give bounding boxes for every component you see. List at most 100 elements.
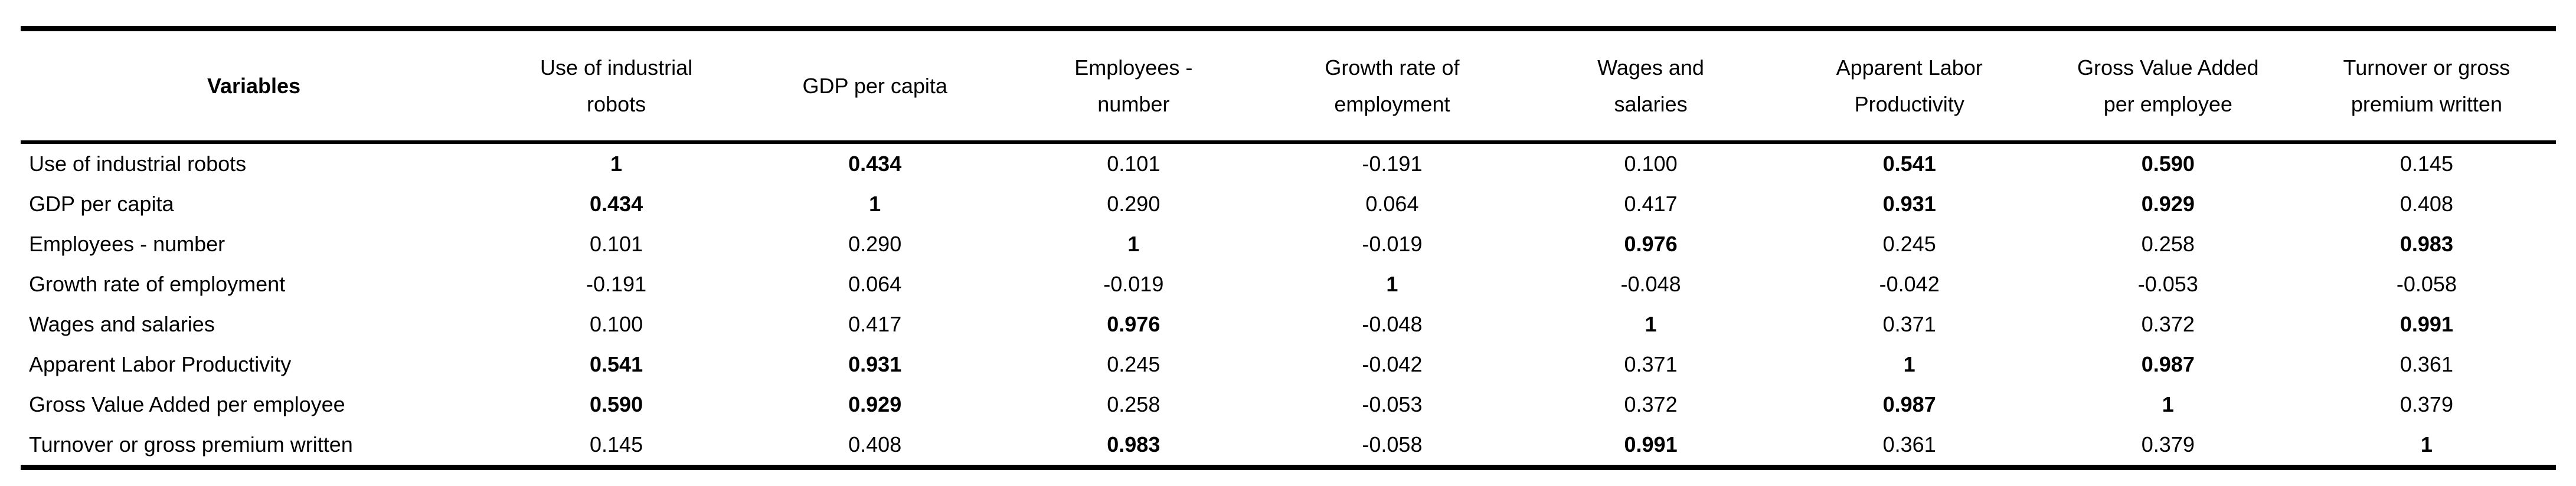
- correlation-cell: 0.145: [2400, 152, 2453, 176]
- correlation-cell: 0.361: [1882, 432, 1936, 457]
- correlation-cell: 0.101: [590, 232, 643, 256]
- correlation-cell: -0.048: [1362, 312, 1423, 336]
- correlation-cell: 1: [610, 152, 623, 176]
- correlation-cell: 0.991: [1624, 432, 1678, 457]
- correlation-cell: 1: [869, 192, 881, 216]
- correlation-cell: 0.145: [590, 432, 643, 457]
- column-header-wages-and-salaries: Wages and salaries: [1521, 28, 1780, 144]
- header-line: Use of industrial: [540, 55, 693, 80]
- correlation-cell: 0.590: [590, 392, 643, 416]
- header-line: Gross Value Added: [2077, 55, 2259, 80]
- header-line: premium written: [2351, 91, 2502, 116]
- correlation-cell: 1: [2420, 432, 2433, 457]
- header-line: GDP per capita: [802, 73, 947, 98]
- correlation-cell: 0.434: [590, 192, 643, 216]
- column-header-apparent-labor-productivity: Apparent Labor Productivity: [1780, 28, 2039, 144]
- correlation-table: Variables Use of industrial robots GDP p…: [21, 26, 2556, 470]
- row-label: Use of industrial robots: [29, 152, 247, 176]
- row-label: Wages and salaries: [29, 312, 215, 336]
- correlation-cell: -0.058: [2396, 272, 2457, 296]
- correlation-cell: 0.258: [1107, 392, 1160, 416]
- correlation-cell: 0.590: [2141, 152, 2195, 176]
- correlation-cell: 0.290: [848, 232, 902, 256]
- header-line: robots: [587, 91, 646, 116]
- header-line: per employee: [2103, 91, 2232, 116]
- table-row: Growth rate of employment -0.191 0.064 -…: [21, 264, 2556, 304]
- correlation-cell: 1: [1903, 352, 1915, 376]
- correlation-cell: 0.417: [1624, 192, 1678, 216]
- correlation-cell: 0.987: [2141, 352, 2195, 376]
- correlation-cell: 0.245: [1107, 352, 1160, 376]
- correlation-cell: 0.931: [848, 352, 902, 376]
- correlation-cell: -0.191: [1362, 152, 1423, 176]
- correlation-cell: 0.372: [2141, 312, 2195, 336]
- row-label: Apparent Labor Productivity: [29, 352, 292, 376]
- table-row: Turnover or gross premium written 0.145 …: [21, 425, 2556, 468]
- correlation-cell: -0.053: [1362, 392, 1423, 416]
- correlation-cell: 0.100: [590, 312, 643, 336]
- correlation-cell: 0.379: [2141, 432, 2195, 457]
- table-row: Apparent Labor Productivity 0.541 0.931 …: [21, 344, 2556, 385]
- header-line: Apparent Labor: [1836, 55, 1983, 80]
- correlation-cell: 1: [1127, 232, 1140, 256]
- header-line: Growth rate of: [1325, 55, 1460, 80]
- correlation-cell: 0.258: [2141, 232, 2195, 256]
- correlation-cell: -0.042: [1879, 272, 1940, 296]
- header-line: Turnover or gross: [2343, 55, 2510, 80]
- correlation-cell: 0.064: [848, 272, 902, 296]
- correlation-cell: 0.929: [848, 392, 902, 416]
- correlation-cell: 0.379: [2400, 392, 2453, 416]
- table-row: Wages and salaries 0.100 0.417 0.976 -0.…: [21, 304, 2556, 344]
- column-header-turnover-or-gross-premium-written: Turnover or gross premium written: [2297, 28, 2556, 144]
- row-label: Turnover or gross premium written: [29, 432, 353, 457]
- row-label: Gross Value Added per employee: [29, 392, 345, 416]
- correlation-cell: 1: [1645, 312, 1657, 336]
- correlation-cell: 0.408: [2400, 192, 2453, 216]
- table-row: Employees - number 0.101 0.290 1 -0.019 …: [21, 224, 2556, 264]
- correlation-cell: -0.053: [2137, 272, 2198, 296]
- correlation-cell: 0.976: [1107, 312, 1160, 336]
- correlation-cell: -0.019: [1103, 272, 1164, 296]
- column-header-gross-value-added-per-employee: Gross Value Added per employee: [2038, 28, 2297, 144]
- table-row: Gross Value Added per employee 0.590 0.9…: [21, 385, 2556, 425]
- header-line: number: [1097, 91, 1170, 116]
- correlation-cell: -0.019: [1362, 232, 1423, 256]
- correlation-cell: -0.191: [586, 272, 647, 296]
- correlation-cell: 0.991: [2400, 312, 2453, 336]
- row-label: Growth rate of employment: [29, 272, 286, 296]
- correlation-cell: 0.983: [1107, 432, 1160, 457]
- correlation-cell: 0.983: [2400, 232, 2453, 256]
- column-header-employees-number: Employees - number: [1004, 28, 1263, 144]
- header-row: Variables Use of industrial robots GDP p…: [21, 28, 2556, 144]
- header-line: employment: [1334, 91, 1450, 116]
- correlation-cell: -0.042: [1362, 352, 1423, 376]
- header-line: Wages and: [1597, 55, 1704, 80]
- header-line: salaries: [1614, 91, 1688, 116]
- correlation-cell: 0.541: [1882, 152, 1936, 176]
- column-header-growth-rate-of-employment: Growth rate of employment: [1263, 28, 1522, 144]
- correlation-cell: 0.064: [1365, 192, 1419, 216]
- column-header-variables: Variables: [21, 28, 487, 144]
- correlation-cell: -0.058: [1362, 432, 1423, 457]
- correlation-cell: 0.371: [1624, 352, 1678, 376]
- correlation-cell: -0.048: [1620, 272, 1681, 296]
- correlation-cell: 0.245: [1882, 232, 1936, 256]
- correlation-cell: 0.101: [1107, 152, 1160, 176]
- correlation-cell: 0.408: [848, 432, 902, 457]
- correlation-cell: 0.372: [1624, 392, 1678, 416]
- correlation-cell: 0.100: [1624, 152, 1678, 176]
- correlation-cell: 0.417: [848, 312, 902, 336]
- correlation-cell: 0.361: [2400, 352, 2453, 376]
- correlation-cell: 0.371: [1882, 312, 1936, 336]
- row-label: GDP per capita: [29, 192, 174, 216]
- correlation-cell: 0.987: [1882, 392, 1936, 416]
- table-row: GDP per capita 0.434 1 0.290 0.064 0.417…: [21, 184, 2556, 224]
- header-line: Employees -: [1074, 55, 1193, 80]
- correlation-cell: 0.976: [1624, 232, 1678, 256]
- correlation-cell: 0.290: [1107, 192, 1160, 216]
- correlation-cell: 1: [2162, 392, 2174, 416]
- correlation-cell: 0.541: [590, 352, 643, 376]
- correlation-cell: 1: [1386, 272, 1398, 296]
- correlation-cell: 0.929: [2141, 192, 2195, 216]
